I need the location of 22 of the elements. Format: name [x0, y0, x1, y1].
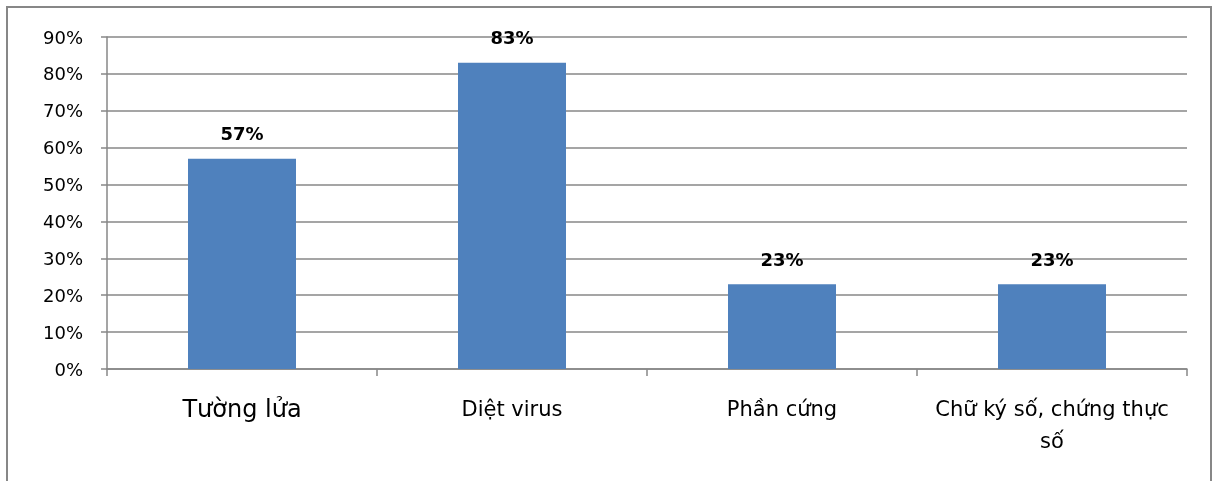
bar — [998, 284, 1106, 369]
x-tick-label: Diệt virus — [461, 397, 563, 421]
x-tick-label: Chữ ký số, chứng thực số — [935, 397, 1169, 453]
data-label: 23% — [760, 248, 804, 270]
data-label: 57% — [220, 123, 264, 145]
bar — [458, 62, 566, 369]
bar — [188, 158, 296, 369]
y-tick-label: 60% — [42, 137, 83, 159]
data-label: 83% — [490, 27, 534, 49]
bar — [728, 284, 836, 369]
y-tick-label: 70% — [42, 100, 83, 122]
y-tick-label: 0% — [54, 358, 83, 380]
y-tick-label: 30% — [42, 247, 83, 269]
x-tick-label: Tường lửa — [181, 395, 302, 423]
y-tick-label: 90% — [42, 26, 83, 48]
y-tick-label: 50% — [42, 174, 83, 196]
y-tick-label: 10% — [42, 321, 83, 343]
y-tick-label: 20% — [42, 284, 83, 306]
y-tick-label: 40% — [42, 210, 83, 232]
y-tick-label: 80% — [42, 63, 83, 85]
x-tick-label: Phần cứng — [726, 397, 838, 421]
data-label: 23% — [1030, 248, 1074, 270]
